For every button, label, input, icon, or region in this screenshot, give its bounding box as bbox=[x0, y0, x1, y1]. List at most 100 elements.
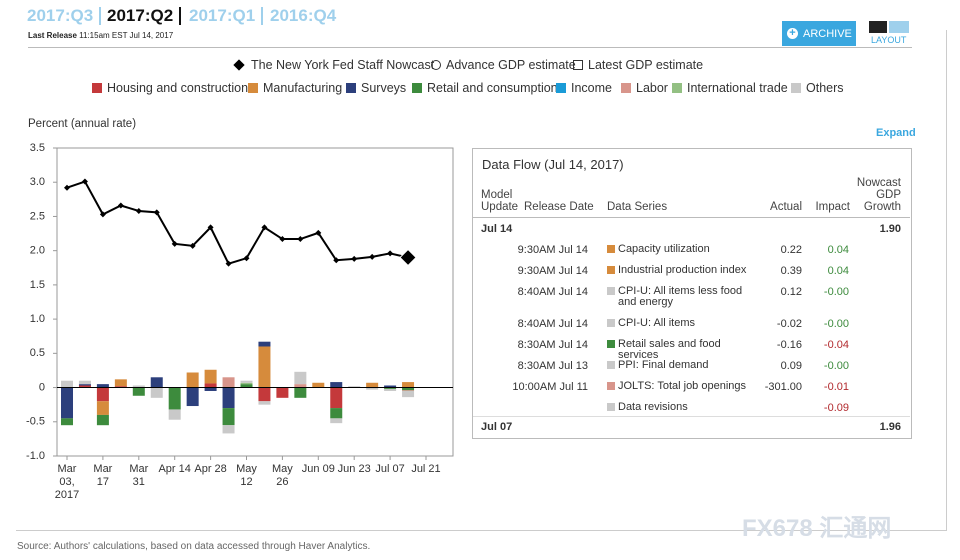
x-tick-label: Apr 14 bbox=[158, 463, 191, 475]
square-icon bbox=[573, 60, 583, 70]
bar-segment bbox=[61, 380, 73, 388]
actual-value: 0.22 bbox=[780, 244, 802, 256]
expand-link[interactable]: Expand bbox=[876, 127, 916, 139]
series-swatch bbox=[607, 245, 615, 253]
column-header: Impact bbox=[815, 201, 850, 213]
bar-segment bbox=[258, 387, 271, 402]
bar-segment bbox=[96, 414, 109, 426]
quarter-tab[interactable]: 2017:Q2 bbox=[107, 7, 182, 25]
release-date: 10:00AM Jul 11 bbox=[512, 381, 588, 393]
bar-segment bbox=[132, 387, 145, 396]
legend-item: Housing and construction bbox=[92, 81, 248, 95]
bar-segment bbox=[366, 387, 379, 390]
bar-segment bbox=[150, 377, 163, 388]
bar-segment bbox=[96, 384, 109, 388]
nowcast-marker bbox=[243, 255, 250, 262]
bar-segment bbox=[222, 387, 235, 409]
layout-label: LAYOUT bbox=[871, 35, 907, 45]
bar-segment bbox=[222, 425, 235, 434]
series-swatch bbox=[607, 287, 615, 295]
data-series: PPI: Final demand bbox=[618, 359, 709, 371]
bar-segment bbox=[402, 387, 415, 391]
nowcast-marker bbox=[135, 207, 142, 214]
y-tick-label: 0.5 bbox=[30, 347, 45, 359]
table-title: Data Flow (Jul 14, 2017) bbox=[482, 157, 624, 172]
x-tick-label: May 26 bbox=[272, 463, 293, 488]
legend-swatch bbox=[248, 83, 258, 93]
bar-segment bbox=[348, 386, 361, 388]
archive-button[interactable]: + ARCHIVE bbox=[782, 21, 856, 46]
bar-segment bbox=[258, 341, 271, 347]
legend-item: Income bbox=[556, 81, 612, 95]
nowcast-marker bbox=[399, 248, 417, 267]
last-release-time: 11:15am EST Jul 14, 2017 bbox=[79, 31, 174, 40]
bar-segment bbox=[384, 385, 397, 388]
legend-label: Manufacturing bbox=[263, 81, 343, 95]
model-update: Jul 07 bbox=[481, 421, 513, 433]
legend-item: Advance GDP estimate bbox=[431, 58, 576, 72]
bar-segment bbox=[61, 418, 73, 426]
nowcast-marker bbox=[333, 257, 340, 264]
nowcast-marker bbox=[64, 184, 70, 191]
column-header: Nowcast GDP Growth bbox=[856, 177, 901, 213]
bar-segment bbox=[204, 383, 217, 388]
data-series: JOLTS: Total job openings bbox=[618, 380, 747, 392]
impact-value: -0.09 bbox=[823, 402, 849, 414]
nowcast-marker bbox=[297, 236, 304, 243]
column-header: Actual bbox=[770, 201, 802, 213]
layout-button[interactable]: LAYOUT bbox=[866, 20, 912, 47]
legend-swatch bbox=[672, 83, 682, 93]
actual-value: 0.12 bbox=[780, 286, 802, 298]
x-tick-label: Jul 21 bbox=[411, 463, 441, 475]
release-date: 8:30AM Jul 14 bbox=[517, 339, 588, 351]
bar-segment bbox=[222, 408, 235, 426]
legend-label: Labor bbox=[636, 81, 668, 95]
bar-segment bbox=[78, 384, 91, 386]
series-swatch bbox=[607, 403, 615, 411]
quarter-tab[interactable]: 2016:Q4 bbox=[270, 6, 337, 25]
nowcast-marker bbox=[279, 236, 286, 243]
nowcast-marker bbox=[153, 209, 160, 216]
bar-segment bbox=[222, 377, 235, 388]
bar-segment bbox=[150, 387, 163, 398]
nowcast-marker bbox=[369, 253, 376, 260]
plus-icon: + bbox=[787, 28, 798, 39]
legend-swatch bbox=[92, 83, 102, 93]
quarter-tab[interactable]: 2017:Q3 bbox=[27, 7, 102, 25]
header-rule bbox=[473, 217, 910, 218]
legend-item: International trade bbox=[672, 81, 788, 95]
plot-frame bbox=[56, 147, 454, 457]
chart: -1.0 -0.5 0 0.5 1.0 1.5 2.0 2.5 3.0 3.5 bbox=[26, 142, 454, 462]
archive-label: ARCHIVE bbox=[803, 27, 852, 40]
series-swatch bbox=[607, 361, 615, 369]
column-header: Data Series bbox=[607, 201, 668, 213]
quarter-tab[interactable]: 2017:Q1 bbox=[189, 7, 264, 25]
release-date: 8:40AM Jul 14 bbox=[517, 318, 588, 330]
y-tick-label: -0.5 bbox=[26, 416, 45, 428]
x-tick-label: Mar 31 bbox=[129, 463, 149, 488]
legend-swatch bbox=[556, 83, 566, 93]
header-rule bbox=[28, 47, 912, 48]
layout-icon bbox=[889, 21, 909, 33]
y-tick-label: 1.0 bbox=[30, 313, 45, 325]
nowcast-value: 1.90 bbox=[879, 223, 901, 235]
panel-frame bbox=[16, 30, 947, 531]
series-swatch bbox=[607, 382, 615, 390]
bar-segment bbox=[186, 387, 199, 407]
bar-segment bbox=[258, 346, 271, 388]
impact-value: 0.04 bbox=[827, 265, 849, 277]
legend-item: Retail and consumption bbox=[412, 81, 558, 95]
nowcast-marker bbox=[225, 260, 232, 267]
nowcast-marker bbox=[351, 255, 358, 262]
bar-segment bbox=[114, 379, 127, 387]
legend-label: Latest GDP estimate bbox=[588, 58, 704, 72]
y-axis-label: Percent (annual rate) bbox=[28, 118, 137, 130]
nowcast-marker bbox=[315, 229, 322, 236]
impact-value: -0.00 bbox=[823, 318, 849, 330]
bar-segment bbox=[168, 409, 181, 420]
release-date: 8:40AM Jul 14 bbox=[517, 286, 588, 298]
y-tick-label: 0 bbox=[39, 381, 45, 393]
legend-label: Housing and construction bbox=[107, 81, 249, 95]
release-date: 8:30AM Jul 13 bbox=[517, 360, 588, 372]
